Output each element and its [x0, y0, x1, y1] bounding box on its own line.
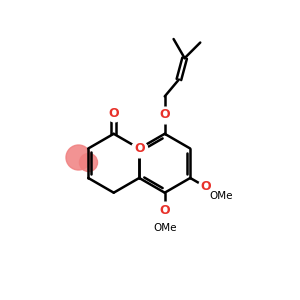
Text: O: O — [134, 142, 145, 155]
Text: OMe: OMe — [153, 223, 176, 233]
Text: O: O — [159, 108, 170, 121]
Text: O: O — [200, 180, 211, 193]
Text: O: O — [108, 107, 119, 120]
Text: O: O — [159, 204, 170, 217]
Text: OMe: OMe — [209, 190, 232, 201]
